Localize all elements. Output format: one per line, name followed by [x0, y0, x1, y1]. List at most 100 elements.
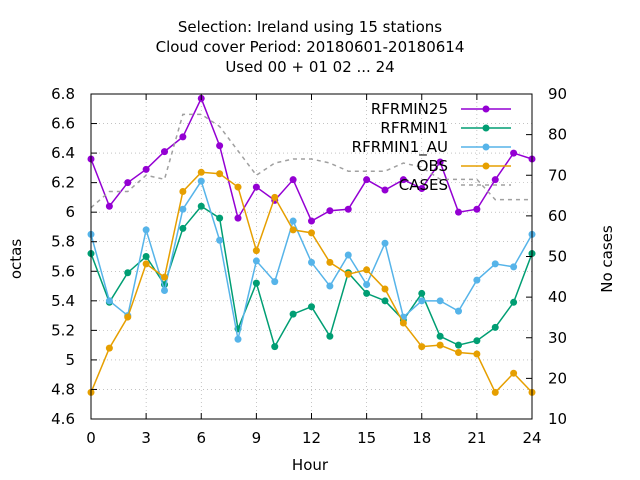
data-point-rfrmin25 — [455, 208, 462, 216]
data-point-rfrmin25 — [252, 183, 260, 191]
data-point-obs — [105, 344, 113, 352]
data-point-rfrmin25 — [399, 176, 407, 184]
data-point-rfrmin1-au — [473, 276, 481, 284]
data-point-rfrmin1 — [510, 298, 518, 306]
y2-tick-label: 40 — [548, 288, 567, 306]
y-tick-label: 6.4 — [51, 144, 75, 162]
y-axis-label: octas — [7, 239, 25, 279]
data-point-rfrmin1-au — [344, 251, 352, 259]
y-tick-label: 6 — [65, 203, 75, 221]
data-point-obs — [161, 273, 168, 281]
data-point-rfrmin1 — [381, 297, 389, 305]
chart-title: Selection: Ireland using 15 stations Clo… — [156, 18, 465, 76]
data-point-rfrmin1 — [326, 332, 334, 340]
data-point-rfrmin1-au — [216, 236, 224, 244]
legend-label-rfrmin1-au: RFRMIN1_AU — [352, 138, 448, 157]
y-tick-label: 6.6 — [51, 115, 75, 133]
data-point-obs — [381, 285, 389, 293]
legend-item-cases: CASES — [399, 176, 511, 194]
series-layer — [87, 94, 536, 396]
data-point-rfrmin1 — [491, 323, 499, 331]
data-point-rfrmin25 — [142, 165, 150, 173]
grid — [90, 93, 533, 420]
data-point-obs — [142, 260, 150, 268]
legend-label-rfrmin1: RFRMIN1 — [380, 119, 448, 137]
data-point-obs — [289, 226, 297, 234]
x-tick-label: 15 — [357, 429, 376, 447]
data-point-rfrmin1 — [418, 289, 426, 297]
data-point-rfrmin1 — [252, 279, 260, 287]
legend-item-obs: OBS — [417, 157, 511, 175]
data-point-rfrmin1 — [436, 332, 444, 340]
y2-tick-label: 50 — [548, 248, 567, 266]
data-point-rfrmin1-au — [436, 297, 444, 305]
data-point-rfrmin25 — [234, 214, 242, 222]
data-point-rfrmin1-au — [271, 278, 279, 286]
legend-item-rfrmin1: RFRMIN1 — [380, 119, 511, 137]
title-line-3: Used 00 + 01 02 ... 24 — [225, 58, 394, 76]
data-point-rfrmin1-au — [142, 226, 150, 234]
data-point-rfrmin1 — [455, 341, 462, 349]
x-tick-label: 3 — [141, 429, 151, 447]
y2-tick-label: 80 — [548, 126, 567, 144]
series-line-cases — [90, 113, 532, 209]
data-point-rfrmin25 — [491, 176, 499, 184]
data-point-obs — [252, 247, 260, 255]
data-point-obs — [179, 188, 187, 195]
data-point-rfrmin25 — [418, 185, 426, 193]
data-point-rfrmin25 — [510, 149, 518, 157]
data-point-rfrmin1 — [179, 224, 187, 232]
data-point-obs — [491, 388, 499, 396]
y2-tick-label: 10 — [548, 410, 567, 428]
data-point-rfrmin1-au — [289, 217, 297, 225]
data-point-obs — [455, 349, 462, 357]
axes: 0 3 6 9 12 15 18 21 24 4.6 4.8 5 5.2 5.4 5.6 5.8 6 6.2 6.4… — [51, 85, 567, 447]
data-point-rfrmin1-au — [326, 282, 334, 290]
data-point-rfrmin1 — [142, 253, 150, 260]
data-point-rfrmin25 — [289, 176, 297, 184]
data-point-rfrmin1-au — [363, 281, 371, 289]
data-point-rfrmin1 — [308, 303, 315, 311]
data-point-rfrmin1 — [363, 289, 371, 297]
title-line-1: Selection: Ireland using 15 stations — [178, 18, 442, 36]
y2-tick-label: 70 — [548, 166, 567, 184]
data-point-obs — [124, 313, 132, 321]
data-point-obs — [473, 350, 481, 358]
x-tick-label: 18 — [412, 429, 431, 447]
data-point-rfrmin1-au — [234, 335, 242, 343]
y2-tick-label: 30 — [548, 329, 567, 347]
data-point-obs — [197, 168, 205, 176]
data-point-rfrmin1 — [216, 214, 224, 222]
data-point-rfrmin1 — [473, 337, 481, 345]
x-tick-label: 12 — [302, 429, 321, 447]
data-point-rfrmin25 — [105, 202, 113, 210]
y-tick-label: 5.6 — [51, 262, 75, 280]
legend-label-rfrmin25: RFRMIN25 — [371, 100, 448, 118]
legend-item-rfrmin1-au: RFRMIN1_AU — [352, 138, 511, 157]
y2-axis-label: No cases — [598, 225, 616, 293]
legend-label-cases: CASES — [399, 176, 448, 194]
x-tick-label: 24 — [522, 429, 541, 447]
data-point-obs — [234, 183, 242, 191]
y-tick-label: 4.8 — [51, 380, 75, 398]
data-point-rfrmin1 — [124, 269, 132, 277]
data-point-obs — [271, 193, 279, 201]
x-axis-label: Hour — [292, 456, 329, 474]
data-point-rfrmin1-au — [510, 263, 518, 271]
y-tick-label: 6.2 — [51, 174, 75, 192]
y-tick-label: 5.2 — [51, 321, 75, 339]
x-tick-label: 9 — [252, 429, 262, 447]
data-point-obs — [216, 170, 224, 178]
y2-tick-label: 60 — [548, 207, 567, 225]
data-point-obs — [510, 369, 518, 377]
data-point-rfrmin25 — [381, 186, 389, 194]
data-point-obs — [308, 229, 315, 237]
data-point-rfrmin1-au — [381, 239, 389, 247]
data-point-rfrmin25 — [216, 142, 224, 150]
y2-tick-label: 20 — [548, 369, 567, 387]
data-point-obs — [436, 341, 444, 349]
legend-label-obs: OBS — [417, 157, 448, 175]
data-point-rfrmin25 — [161, 148, 168, 156]
y-tick-label: 5.4 — [51, 292, 75, 310]
